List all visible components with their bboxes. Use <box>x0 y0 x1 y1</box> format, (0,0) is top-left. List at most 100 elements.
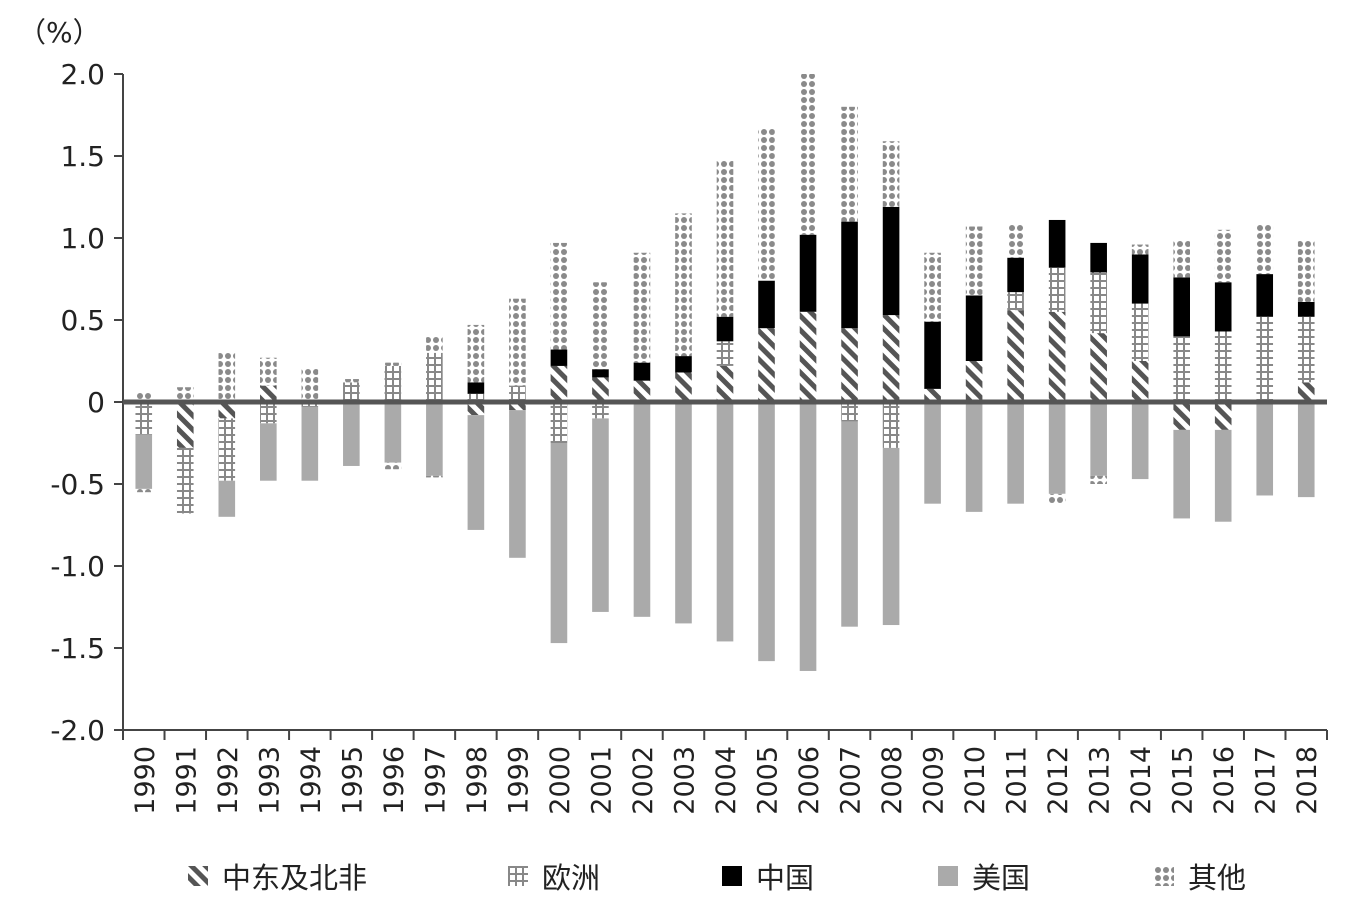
bar-segment <box>1090 272 1107 334</box>
bar-segment <box>509 385 526 402</box>
bar-segment <box>1297 382 1315 402</box>
bar-segment <box>176 387 194 402</box>
bar-segment <box>716 159 734 317</box>
bar-segment <box>384 462 402 470</box>
bar-segment <box>467 393 485 402</box>
x-tick-label: 2009 <box>919 746 950 815</box>
bar-segment <box>135 402 153 435</box>
x-tick-label: 2016 <box>1209 746 1240 815</box>
grid-swatch-icon <box>508 866 528 886</box>
bar-segment <box>1090 333 1107 402</box>
bar-segment <box>924 252 941 322</box>
bar-segment <box>841 328 858 402</box>
x-tick-label: 2007 <box>836 746 867 815</box>
bar-segment <box>592 369 609 378</box>
x-tick-label: 1999 <box>503 746 534 815</box>
x-tick-label: 2018 <box>1292 746 1323 815</box>
bar-segment <box>716 341 734 366</box>
bar-segment <box>1297 402 1315 498</box>
x-tick-label: 2005 <box>753 746 784 815</box>
y-tick-label: -1.5 <box>50 632 105 665</box>
gray-swatch-icon <box>938 866 958 886</box>
bar-segment <box>260 402 277 424</box>
bar-segment <box>1173 402 1190 430</box>
bar-segment <box>633 362 651 381</box>
x-tick-label: 2001 <box>586 746 617 815</box>
bar-segment <box>1131 361 1149 402</box>
bar-segment <box>467 324 485 383</box>
y-tick-label: 1.0 <box>60 222 105 255</box>
legend-label-europe: 欧洲 <box>542 861 601 895</box>
x-tick-label: 2004 <box>711 746 742 815</box>
bar-segment <box>426 475 443 478</box>
bar-segment <box>1173 277 1190 337</box>
bar-segment <box>716 365 734 402</box>
bar-segment <box>218 402 236 419</box>
bar-segment <box>135 392 153 402</box>
bar-segment <box>882 141 900 207</box>
bar-segment <box>675 402 692 624</box>
x-tick-label: 2000 <box>545 746 576 815</box>
bar-segment <box>1131 303 1149 361</box>
legend-item-mena: 中东及北非 <box>188 858 368 895</box>
bar-segment <box>218 418 236 481</box>
x-tick-label: 1990 <box>130 746 161 815</box>
bar-segment <box>758 402 775 662</box>
x-tick-label: 1993 <box>254 746 285 815</box>
x-tick-label: 2014 <box>1126 746 1157 815</box>
bar-segment <box>384 365 402 402</box>
bar-segment <box>965 226 983 296</box>
bar-segment <box>550 443 568 644</box>
bar-segment <box>1007 292 1024 311</box>
bar-segment <box>592 282 609 370</box>
bar-segment <box>467 415 485 530</box>
bar-segment <box>799 311 817 402</box>
x-tick-label: 1997 <box>420 746 451 815</box>
bar-segment <box>1048 402 1066 494</box>
bar-segment <box>1131 254 1149 304</box>
bar-segment <box>343 379 360 383</box>
bar-segment <box>965 361 983 402</box>
bar-segment <box>1173 336 1190 402</box>
bar-segment <box>799 74 817 235</box>
bar-segment <box>260 423 277 481</box>
bar-segment <box>176 447 194 514</box>
x-tick-label: 2013 <box>1085 746 1116 815</box>
x-tick-label: 1998 <box>462 746 493 815</box>
bar-segment <box>716 316 734 342</box>
bar-segment <box>882 447 900 626</box>
bar-segment <box>1256 274 1274 317</box>
bar-segment <box>467 402 485 416</box>
bar-segment <box>675 213 692 357</box>
bar-segment <box>1214 331 1232 402</box>
y-tick-label: 0.5 <box>60 304 105 337</box>
x-tick-label: 2002 <box>628 746 659 815</box>
legend-label-mena: 中东及北非 <box>222 861 368 895</box>
bar-segment <box>675 372 692 402</box>
bar-segment <box>1007 402 1024 504</box>
bar-segment <box>426 336 443 353</box>
x-tick-label: 2006 <box>794 746 825 815</box>
x-tick-label: 2003 <box>669 746 700 815</box>
bar-segment <box>799 234 817 312</box>
y-tick-label: -2.0 <box>50 714 105 747</box>
bar-segment <box>1131 244 1149 255</box>
bar-segment <box>550 349 568 366</box>
y-tick-label: -1.0 <box>50 550 105 583</box>
bar-segment <box>1214 402 1232 430</box>
bar-segment <box>260 385 277 402</box>
legend: 中东及北非 欧洲 中国 美国 其他 <box>0 852 1366 902</box>
bar-segment <box>176 402 194 448</box>
bar-segment <box>1214 229 1232 283</box>
bar-segment <box>135 434 153 489</box>
bar-segment <box>924 388 941 402</box>
bar-segment <box>218 480 236 517</box>
bar-segment <box>509 410 526 558</box>
bar-segment <box>509 402 526 411</box>
bar-segment <box>1007 257 1024 293</box>
bars <box>135 74 1315 671</box>
legend-item-china: 中国 <box>722 858 814 895</box>
bar-segment <box>716 402 734 642</box>
bar-segment <box>384 362 402 366</box>
bar-segment <box>260 357 277 386</box>
